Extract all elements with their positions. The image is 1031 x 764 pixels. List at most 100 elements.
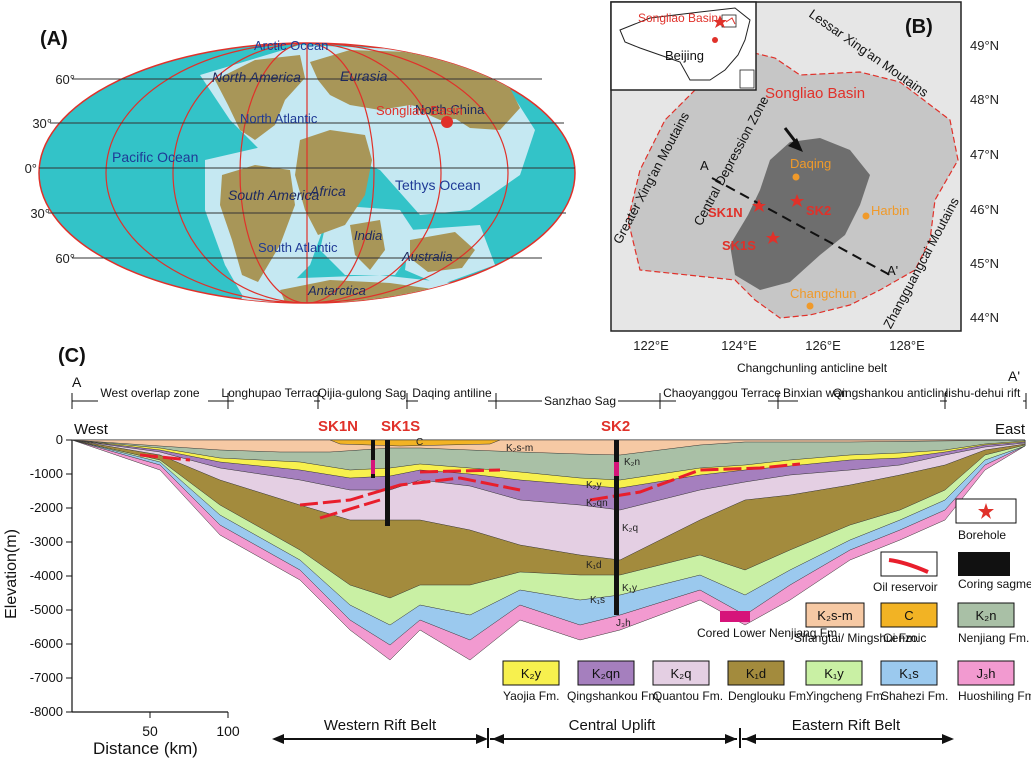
tethys-ocean-label: Tethys Ocean: [395, 177, 481, 193]
well-label: SK1N: [318, 418, 358, 435]
panel-b-label: (B): [905, 16, 933, 38]
legend-oil-label: Oil reservoir: [873, 580, 938, 594]
legend-j3h: J₃h Huoshiling Fm.: [957, 660, 1031, 703]
borehole-star-icon: [752, 199, 766, 212]
legend-k2sm: K₂s-m Sifangtai/ Mingshui Fm.: [794, 602, 919, 645]
north-america-label: North America: [212, 69, 301, 85]
legend-oil: Oil reservoir: [873, 551, 938, 594]
arrow-head-icon: [788, 138, 803, 152]
belt-label: Western Rift Belt: [324, 717, 437, 734]
y-tick-label: -8000: [30, 704, 63, 719]
australia-label: Australia: [401, 249, 453, 264]
legend-k1s: K₁s Shahezi Fm.: [880, 660, 948, 703]
x-tick-label: 50: [142, 723, 158, 739]
y-tick-label: -7000: [30, 670, 63, 685]
legend-k2qn: K₂qn Qingshankou Fm.: [567, 660, 662, 703]
lon-label: 128°E: [889, 338, 925, 353]
x-axis-label: Distance (km): [93, 739, 198, 758]
panel-a-label: (A): [40, 28, 68, 50]
zone-label: Sanzhao Sag: [544, 394, 616, 408]
boreholes-b: SK1N SK2 SK1S: [708, 194, 831, 253]
legend-cored: Cored Lower Nenjiang Fm.: [697, 611, 840, 640]
profile-line: [711, 177, 891, 276]
belt-label: Central Uplift: [569, 717, 657, 734]
harbin-label: Harbin: [871, 203, 909, 218]
inline-label: K₂q: [622, 523, 638, 534]
zone-label: Longhupao Terrace: [221, 386, 325, 400]
borehole-star-icon: [790, 194, 804, 207]
legend-k1d-name: Denglouku Fm.: [728, 689, 809, 703]
north-china-label: North China: [415, 102, 485, 117]
inline-label: K₁s: [590, 595, 605, 606]
borehole-star-icon: [766, 231, 780, 244]
zone-labels: West overlap zone Longhupao Terrace Qiji…: [98, 360, 1023, 429]
inline-layer-labels: K₂s-m C K₂n K₂y K₂qn K₂q K₁d K₁y K₁s J₃h: [416, 437, 640, 629]
legend-k2sm-name: Sifangtai/ Mingshui Fm.: [794, 631, 919, 645]
inline-label: K₂s-m: [506, 443, 533, 454]
y-tick-label: -2000: [30, 500, 63, 515]
south-atlantic-label: South Atlantic: [258, 240, 338, 255]
profile-a-prime-label: A': [887, 263, 898, 278]
cross-section: [71, 439, 1026, 661]
lat-label: 45°N: [970, 256, 999, 271]
lat-label: 44°N: [970, 310, 999, 325]
lon-labels-b: 122°E 124°E 126°E 128°E: [633, 338, 925, 353]
zone-label: Chaoyanggou Terrace: [663, 386, 781, 400]
inline-label: K₁d: [586, 560, 602, 571]
east-label: East: [995, 421, 1026, 438]
borehole-star-icon: [978, 503, 994, 519]
inline-label: K₂y: [586, 480, 602, 491]
y-tick-label: -1000: [30, 466, 63, 481]
songliao-marker: [441, 116, 453, 128]
sk1n-label: SK1N: [708, 205, 743, 220]
inline-label: C: [416, 437, 423, 448]
zone-label: Changchunling anticline belt: [737, 361, 888, 375]
legend-j3h-name: Huoshiling Fm.: [958, 689, 1031, 703]
y-axis: 0 -1000 -2000 -3000 -4000 -5000 -6000 -7…: [3, 432, 73, 719]
lon-label: 122°E: [633, 338, 669, 353]
changchun-label: Changchun: [790, 286, 857, 301]
sk2-label: SK2: [806, 203, 831, 218]
panel-b: Songliao Basin Beijing (B) 49°N 48°N 47°…: [610, 1, 999, 353]
lat-label: 47°N: [970, 147, 999, 162]
legend-k1s-symbol: K₁s: [899, 666, 919, 681]
inline-label: J₃h: [616, 618, 631, 629]
y-tick-label: -6000: [30, 636, 63, 651]
inset-map: Songliao Basin Beijing: [610, 1, 757, 91]
legend-k1y-name: Yingcheng Fm.: [806, 689, 886, 703]
profile-a-label: A: [700, 158, 709, 173]
legend-cored-label: Cored Lower Nenjiang Fm.: [697, 626, 840, 640]
lat-label: 30°: [30, 206, 50, 221]
y-tick-label: -4000: [30, 568, 63, 583]
legend-cenozoic-symbol: C: [904, 608, 913, 623]
legend-k2q-name: Quantou Fm.: [653, 689, 723, 703]
inline-label: K₂n: [624, 457, 640, 468]
legend-k1d: K₁d Denglouku Fm.: [727, 660, 809, 703]
zone-label: lishu-dehui rift: [946, 386, 1021, 400]
lat-labels-b: 49°N 48°N 47°N 46°N 45°N 44°N: [970, 38, 999, 325]
daqing-label: Daqing: [790, 156, 831, 171]
oil-reservoir: [139, 453, 801, 520]
lat-label: 49°N: [970, 38, 999, 53]
panel-c: (C) A A' West overlap zone Longhupao Ter…: [3, 345, 1031, 758]
zone-label: Qijia-gulong Sag: [318, 386, 407, 400]
well-label: SK1S: [381, 418, 420, 435]
zone-label: West overlap zone: [100, 386, 199, 400]
lat-label: 0°: [25, 161, 37, 176]
legend-k1d-symbol: K₁d: [746, 666, 766, 681]
legend-k2qn-symbol: K₂qn: [592, 666, 620, 681]
legend-k1y: K₁y Yingcheng Fm.: [805, 660, 886, 703]
belt-label: Eastern Rift Belt: [792, 717, 901, 734]
legend-k2y-name: Yaojia Fm.: [503, 689, 559, 703]
legend-k2y: K₂y Yaojia Fm.: [502, 660, 560, 703]
zone-label: Daqing antiline: [412, 386, 492, 400]
legend-k1y-symbol: K₁y: [824, 666, 844, 681]
legend-k2y-symbol: K₂y: [521, 666, 542, 681]
legend-k2n: K₂n Nenjiang Fm.: [957, 602, 1029, 645]
well-label: SK2: [601, 418, 630, 435]
a-prime-label: A': [1008, 368, 1020, 384]
globe-labels: Arctic Ocean North America Eurasia North…: [112, 38, 485, 298]
globe-map: [38, 42, 576, 304]
